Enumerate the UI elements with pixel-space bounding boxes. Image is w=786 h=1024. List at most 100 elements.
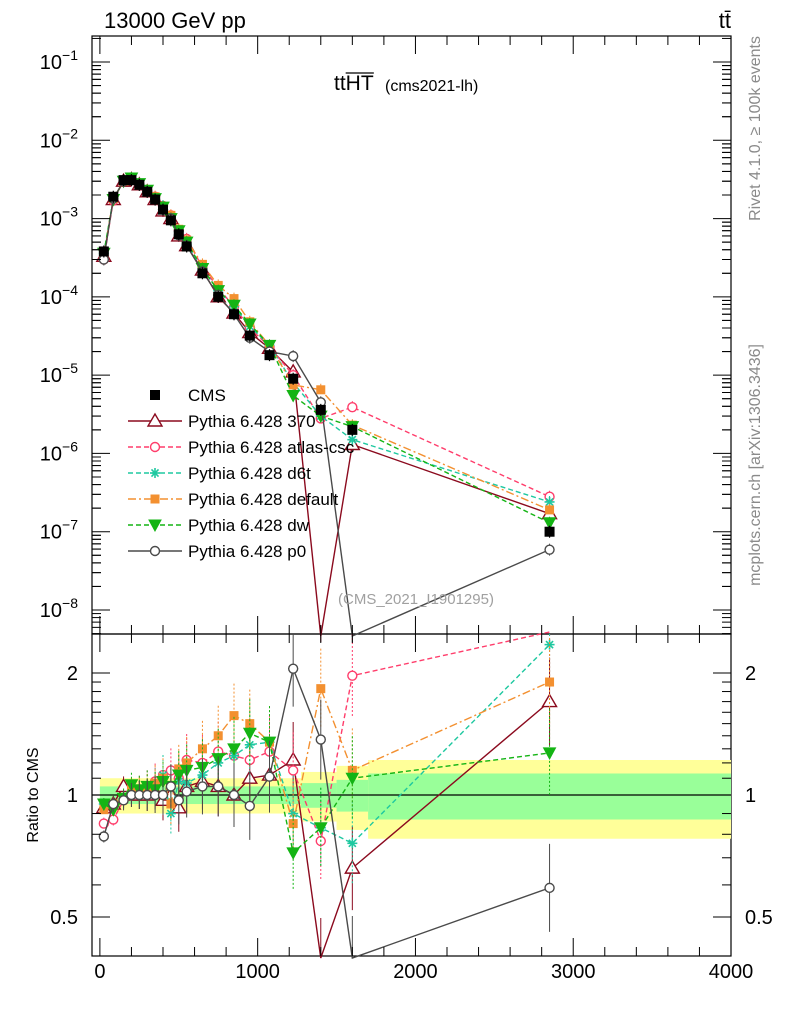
main-series-CMS [98,174,555,538]
x-tick-label: 2000 [393,961,438,983]
legend-marker-p0 [149,545,161,557]
x-tick-label: 1000 [235,961,280,983]
main-point-CMS [98,246,109,257]
main-y-tick-label: 10−3 [40,204,78,231]
main-point-CMS [108,191,119,202]
main-line-default [103,178,550,511]
main-point-CMS [197,268,208,279]
legend: CMS Pythia 6.428 370 Pythia 6.428 atlas-cs… [128,386,355,561]
ratio-point-p0 [315,734,326,745]
main-line-p370 [103,178,550,637]
ratio-point-default [182,758,192,768]
legend-label-default: Pythia 6.428 default [188,490,339,509]
main-point-CMS [264,350,275,361]
main-point-dw [542,517,557,530]
main-point-dw [227,299,241,313]
main-point-CMS [165,215,176,226]
main-point-CMS [134,179,145,190]
legend-marker-d6t [150,468,160,478]
inner-band-segment [368,773,731,820]
ratio-y-tick-label-right: 0.5 [745,907,773,929]
ratio-point-d6t [544,639,555,650]
legend-marker-atlas [149,441,161,453]
main-axis-ticks: 10−1 10−2 10−3 10−4 10−5 10−6 10−7 10−8 [40,37,731,635]
main-point-atlas [347,401,358,413]
ratio-point-p0 [173,795,184,806]
main-series-p0 [98,174,555,642]
main-point-CMS [213,291,224,302]
main-point-default [316,385,326,395]
main-y-tick-label: 10−2 [40,125,78,152]
main-y-tick-label: 10−7 [40,517,78,544]
legend-label-p370: Pythia 6.428 370 [188,412,316,431]
ratio-point-dw [171,769,186,783]
ratio-point-p370 [541,693,558,708]
mcplots-note: mcplots.cern.ch [arXiv:1306.3436] [747,344,764,586]
ratio-y-tick-label: 2 [67,663,78,685]
main-point-CMS [347,424,358,435]
ratio-point-atlas [347,670,358,681]
main-point-d6t [347,434,358,445]
main-series-dw [96,171,557,530]
ratio-point-p0 [287,663,299,674]
ratio-point-p0 [197,781,208,792]
main-point-CMS [173,229,184,240]
main-point-CMS [544,526,555,537]
ratio-point-dw [242,727,257,741]
ratio-point-p0 [244,800,255,812]
legend-entry-atlas: Pythia 6.428 atlas-csc [128,438,355,457]
legend-label-d6t: Pythia 6.428 d6t [188,464,311,483]
ratio-y-tick-label: 0.5 [50,907,78,929]
header-left: 13000 GeV pp [104,8,246,33]
ratio-point-dw [313,822,328,835]
legend-marker-dw [148,519,162,533]
main-y-tick-label: 10−6 [40,438,78,465]
ratio-point-p0 [108,798,119,810]
legend-entry-CMS: CMS [150,386,226,405]
ratio-series-layer [95,631,558,959]
plot-title-sub: (cms2021-lh) [385,78,478,95]
ratio-point-atlas [287,765,299,776]
ratio-point-p0 [118,795,129,806]
ratio-point-p0 [98,831,110,842]
main-point-p0 [544,544,555,555]
ratio-point-dw [286,847,301,860]
main-point-CMS [181,241,192,252]
star-stroke [150,468,160,478]
main-point-CMS [158,204,168,215]
ratio-point-dw [542,747,557,760]
legend-label-p0: Pythia 6.428 p0 [188,542,306,561]
main-point-CMS [150,194,161,205]
star-stroke [545,497,554,507]
main-series-layer [95,171,558,642]
x-axis-ticks: 0 1000 2000 3000 4000 [94,36,753,983]
ratio-point-p0 [213,781,224,792]
main-y-tick-label: 10−4 [40,282,78,309]
legend-entry-p0: Pythia 6.428 p0 [128,542,306,561]
main-point-CMS [229,309,239,320]
main-y-tick-label: 10−1 [40,47,78,74]
ratio-series-atlas [98,631,551,882]
main-point-dw [286,389,301,403]
ratio-series-p0 [98,634,555,959]
legend-entry-default: Pythia 6.428 default [128,490,339,509]
ratio-series-d6t [98,634,555,886]
x-tick-label: 4000 [709,961,754,983]
ratio-point-default [213,731,223,741]
x-tick-label: 3000 [551,961,596,983]
analysis-label: (CMS_2021_I1901295) [338,591,494,608]
ratio-point-dw [227,743,241,756]
legend-label-atlas: Pythia 6.428 atlas-csc [188,438,355,457]
rivet-note: Rivet 4.1.0, ≥ 100k events [747,36,764,221]
ratio-y-tick-label: 1 [67,785,78,807]
ratio-point-default [316,684,326,694]
legend-entry-dw: Pythia 6.428 dw [128,516,310,535]
main-line-p0 [103,179,550,638]
legend-label-dw: Pythia 6.428 dw [188,516,310,535]
svg-text:ttHT: ttHT [334,72,374,95]
main-point-default [229,294,239,304]
legend-label-CMS: CMS [188,386,226,405]
ratio-point-p370 [284,751,302,766]
main-point-CMS [126,175,137,186]
